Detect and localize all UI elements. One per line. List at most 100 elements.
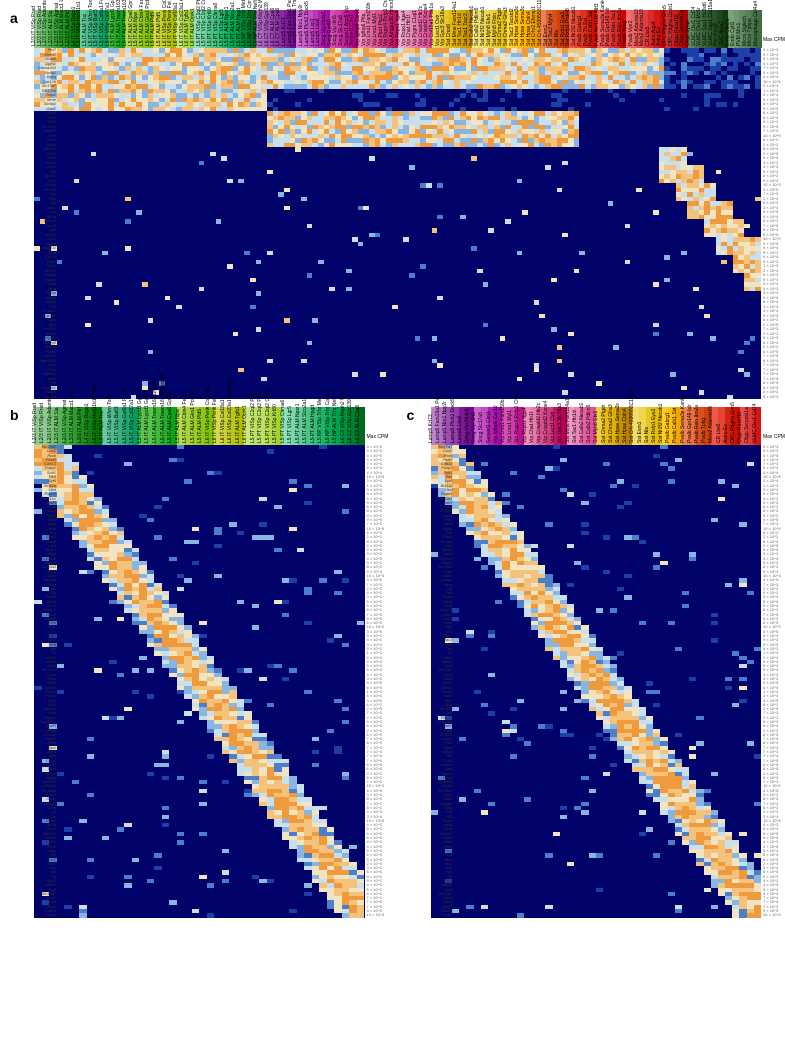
panel-c-column-header: Lamp5 Krt73Lamp5 Fam19a1 Pax6Lamp5 Ntn1 … [431, 407, 762, 445]
column-header-cell: Lamp5 Plch2 Dock5 [452, 407, 459, 445]
column-header-cell: L5 IT ALM Pld5 [199, 407, 207, 445]
column-header-cell: L2/3 IT VISp Rrad [34, 407, 42, 445]
column-header-cell: L5 PT VISp Lgr5 [290, 407, 298, 445]
column-header-cell: OPC Pdgfra Grm5 [732, 407, 739, 445]
column-header-cell: Lamp5 Lhx6 [459, 407, 466, 445]
column-header-cell: Vip Crispld2 Kcne4 [546, 407, 553, 445]
panel-row-bc: b L2/3 IT VISp RradL2/3 IT VISp RradL2/3… [10, 407, 785, 926]
panel-b-cpm-column: Max CPM3 × 10^39 × 10^35 × 10^54 × 10^37… [367, 445, 399, 918]
column-header-cell: L5 IT VISp Hsd11b1 Endou [94, 407, 102, 445]
panel-a-row-labels: Ptn7Kirrel2Nr4a3Cphl1Cacna2d3Nr4a1DgkgGp… [34, 48, 56, 399]
panel-b-content: L2/3 IT VISp RradL2/3 IT VISp RradL2/3 I… [34, 407, 365, 918]
column-header-cell: L5 IT VISp Batf3 [117, 407, 125, 445]
column-header-cell: Sst Rxfp1 Eya1 [653, 407, 660, 445]
column-header-cell: Macrophage Col4a4 [756, 10, 762, 48]
column-header-cell: Meis2 Adamts19 [711, 407, 718, 445]
column-header-cell: L6 CT ALM Cpa6 [357, 407, 365, 445]
column-header-cell: L5 PT ALM Npsr1 [297, 407, 305, 445]
column-header-cell: L5 NP VISp Trhr Met [320, 407, 328, 445]
column-header-cell: L6 IT VISp Penk Col27a1 [207, 407, 215, 445]
panel-c: c Lamp5 Krt73Lamp5 Fam19a1 Pax6Lamp5 Ntn… [407, 407, 785, 918]
column-header-cell: L5 IT VISp Col27a1 [132, 407, 140, 445]
panel-a-cpm-column: Max CPM3 × 10^39 × 10^35 × 10^54 × 10^37… [763, 48, 785, 399]
column-header-cell: L2/3 IT ALM Ptrf [79, 407, 87, 445]
column-header-cell: Sst Crh 4930553C11Rik [632, 407, 639, 445]
column-header-cell: L5 NP VISp Trhr Cpne7 [327, 407, 335, 445]
column-header-cell: L5 IT ALM Cpa6 Gpr88 [169, 407, 177, 445]
column-header-cell: Lamp5 Fam19a1 Pax6 [438, 407, 445, 445]
panel-b-column-header: L2/3 IT VISp RradL2/3 IT VISp RradL2/3 I… [34, 407, 365, 445]
column-header-cell: Vip Lmo1 Myl1 [510, 407, 517, 445]
column-header-cell: Vip Igfbp6 Car10 [495, 407, 502, 445]
column-header-cell: Sst Chrna2 Ptgdr [603, 407, 610, 445]
column-header-cell: Vip Lect1 Oxtr [553, 407, 560, 445]
column-header-cell: Sst Hpse Sema3c [617, 407, 624, 445]
column-header-cell: Vip Rspo4 Rxfp1 Chat [517, 407, 524, 445]
column-header-cell: L5 IT ALM Tnc [102, 407, 110, 445]
column-header-cell: Vip Chat Htr1f [531, 407, 538, 445]
panel-b: b L2/3 IT VISp RradL2/3 IT VISp RradL2/3… [10, 407, 399, 918]
column-header-cell: CR Lhx5 [718, 407, 725, 445]
column-header-cell: L6 IT ALM Oprk1 [244, 407, 252, 445]
column-header-cell: L5 IT ALM Lypd1 Gpr88 [139, 407, 147, 445]
column-header-cell: L6 IT VISp Col18a1 [222, 407, 230, 445]
panel-b-label: b [10, 407, 19, 423]
column-header-cell: L6 IT ALM Tgfb1 [237, 407, 245, 445]
column-header-cell: Sst Tac1 Htr1d [574, 407, 581, 445]
column-header-cell: L5 PT ALM Slco2a1 [305, 407, 313, 445]
column-header-cell: L5 IT VISp Col6a1 Fezf2 [124, 407, 132, 445]
column-header-cell: Serpinf1 Clrn1 [488, 407, 495, 445]
column-header-cell: L2/3 IT ALM Sla [57, 407, 65, 445]
panel-a-content: L2/3 IT VISp RradL2/3 IT VISp RradL2/3 I… [34, 10, 761, 399]
column-header-cell: Pvalb Sema3e Kank4 [682, 407, 689, 445]
column-header-cell: Vip Rspo1 Itga4 [524, 407, 531, 445]
column-header-cell: Pvalb Tpbg [704, 407, 711, 445]
column-header-cell: L5 IT ALM Gkn1 Pcdh19 [192, 407, 200, 445]
column-header-cell: VLMC Osr1 Cd74 [754, 407, 761, 445]
column-header-cell: L5 IT ALM Cbln4 Fezf2 [184, 407, 192, 445]
column-header-cell: Vip Gpc3 Slc18a3 [560, 407, 567, 445]
panel-a-column-header: L2/3 IT VISp RradL2/3 IT VISp RradL2/3 I… [34, 10, 761, 48]
panel-c-row-labels: Slc17a7Cux2RorbFezf2Cdh13Foxp2Sulf1Tle4S… [431, 445, 453, 918]
column-header-cell: Sst Esm1 [639, 407, 646, 445]
column-header-cell: L5 PT VISp C1ql2 Cdh13 [267, 407, 275, 445]
column-header-cell: Lamp5 Ntn1 Npy2r [445, 407, 452, 445]
column-header-cell: L6 CT VISp Gpr139 [350, 407, 358, 445]
column-header-cell: L5 PT VISp C1ql2 Ptgfr [259, 407, 267, 445]
column-header-cell: L5 IT ALM Tmem163 Dmrtb1 [154, 407, 162, 445]
column-header-cell: L6 IT VISp Col23a1 Adamts2 [229, 407, 237, 445]
panel-b-heatmap [34, 445, 365, 918]
column-header-cell: L5 IT ALM Tmem163 Arhgap25 [162, 407, 170, 445]
column-header-cell: Sst Calb2 Necab1 [581, 407, 588, 445]
column-header-cell: Vip Lmo1 Fam159b [502, 407, 509, 445]
panel-c-cpm-column: Max CPM3 × 10^39 × 10^35 × 10^54 × 10^37… [763, 445, 785, 918]
panel-a: a L2/3 IT VISp RradL2/3 IT VISp RradL2/3… [10, 10, 785, 399]
column-header-cell: Sst Nr2f2 Necab1 [661, 407, 668, 445]
column-header-cell: Sst Mme Fam114a1 [567, 407, 574, 445]
column-header-cell: Sncg Slc17a8 [481, 407, 488, 445]
column-header-cell: Sst Calb2 Pdlim5 [589, 407, 596, 445]
column-header-cell: L6 IT VISp Penk Fst [214, 407, 222, 445]
column-header-cell: L6 CT VISp Nxph2 Wls [342, 407, 350, 445]
column-header-cell: L2/3 IT VISp Agmat [64, 407, 72, 445]
panel-a-heatmap [34, 48, 761, 399]
column-header-cell: L5 PT VISp C1ql2 Ptgfr [252, 407, 260, 445]
panel-c-label: c [407, 407, 415, 423]
column-header-cell: L4 IT VISp Rspo1 [87, 407, 95, 445]
column-header-cell: Oligo Serpinb1a [747, 407, 754, 445]
column-header-cell: Astro Ex [725, 407, 732, 445]
column-header-cell: Vip Crispld2 Htr2c [538, 407, 545, 445]
column-header-cell: L5 PT VISp Krt80 [275, 407, 283, 445]
column-header-cell: Sncg Vip Itih5 [474, 407, 481, 445]
column-header-cell: Sncg Vip Nptx2 [466, 407, 473, 445]
column-header-cell: Sst Nts [646, 407, 653, 445]
column-header-cell: L5 NP ALM Trhr Nefl [335, 407, 343, 445]
column-header-cell: Pvalb Gabrg1 [668, 407, 675, 445]
column-header-cell: Pvalb Calb1 Sst [675, 407, 682, 445]
column-header-cell: L5 PT ALM Hpgd [312, 407, 320, 445]
column-header-cell: Sst Myh8 Etv1 [596, 407, 603, 445]
panel-c-heatmap [431, 445, 762, 918]
column-header-cell: L5 IT VISp Whrn Tox2 [109, 407, 117, 445]
panel-a-label: a [10, 10, 18, 26]
column-header-cell: L5 IT ALM Lypd1 Gpr88 [147, 407, 155, 445]
